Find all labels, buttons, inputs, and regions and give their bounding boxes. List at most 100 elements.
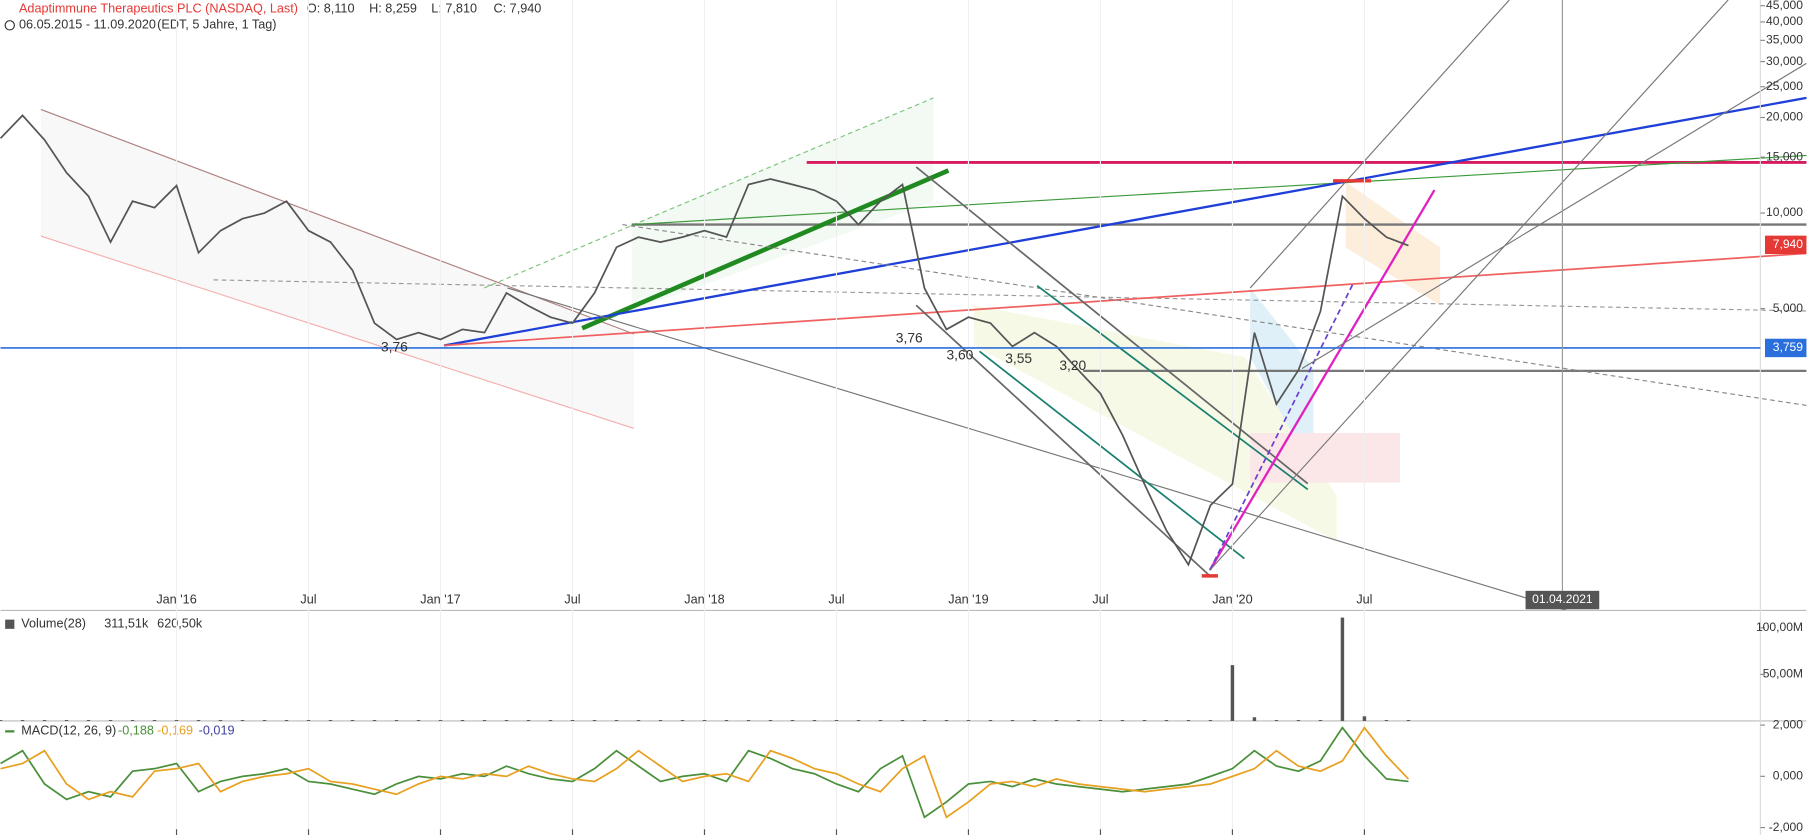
volume-bar (1340, 617, 1345, 721)
y-tick-label: 10,000 (1766, 205, 1803, 219)
trendline (1209, 281, 1355, 571)
series-line (0, 114, 1409, 567)
y-tick-label: 50,00M (1763, 667, 1803, 681)
volume-bar (1032, 720, 1037, 721)
volume-bar (1010, 720, 1015, 721)
volume-bar (834, 720, 839, 721)
volume-bar (658, 720, 663, 721)
volume-bar (394, 720, 399, 721)
trendline (1249, 0, 1510, 289)
volume-bar (636, 720, 641, 721)
y-tick-label: 45,000 (1766, 0, 1803, 12)
x-tick-label: Jan '17 (420, 592, 460, 606)
volume-bar (1186, 720, 1191, 721)
price-tag-label: 7,940 (1773, 237, 1804, 251)
date-range: 06.05.2015 - 11.09.2020 (19, 18, 156, 32)
volume-bar (240, 720, 245, 721)
trendline (1209, 0, 1729, 571)
x-tick-label: Jul (828, 592, 844, 606)
volume-bar (1098, 720, 1103, 721)
volume-bar (438, 720, 443, 721)
y-tick-label: 25,000 (1766, 79, 1803, 93)
volume-bar (504, 720, 509, 721)
zone (1250, 433, 1400, 483)
volume-bar (1076, 720, 1081, 721)
channel-fill (1345, 181, 1441, 306)
volume-bar (20, 720, 25, 721)
volume-bar (1208, 720, 1213, 721)
volume-bar (262, 720, 267, 721)
volume-bar (306, 720, 311, 721)
volume-bar (1252, 717, 1257, 721)
volume-icon (5, 619, 15, 629)
volume-bar (724, 720, 729, 721)
trendline (915, 166, 1309, 485)
series-line (0, 726, 1409, 819)
x-tick-label: Jan '20 (1212, 592, 1252, 606)
volume-bar (812, 720, 817, 721)
volume-value: 311,51k (104, 617, 149, 631)
volume-bar (42, 720, 47, 721)
volume-bar (988, 720, 993, 721)
volume-bar (900, 720, 905, 721)
date-marker-label: 01.04.2021 (1532, 592, 1593, 606)
level-label: 3,60 (946, 347, 973, 363)
chart-title: Adaptimmune Therapeutics PLC (NASDAQ, La… (19, 2, 298, 16)
quote-high: H: 8,259 (369, 2, 417, 16)
trendline (1301, 62, 1807, 370)
trendline (1036, 284, 1309, 491)
volume-bar (702, 720, 707, 721)
volume-bar (1362, 716, 1367, 721)
trendline (622, 224, 1807, 406)
volume-bar (878, 720, 883, 721)
trendline (507, 287, 1568, 611)
volume-bar (526, 720, 531, 721)
volume-bar (284, 720, 289, 721)
y-tick-label: 20,000 (1766, 110, 1803, 124)
volume-bar (174, 720, 179, 721)
volume-bar (966, 720, 971, 721)
volume-bar (372, 720, 377, 721)
y-tick-label: 2,000 (1773, 717, 1804, 731)
x-tick-label: Jan '16 (156, 592, 196, 606)
volume-bar (746, 720, 751, 721)
y-tick-label: 100,00M (1756, 620, 1803, 634)
drawings (40, 0, 1807, 611)
volume-bar (548, 720, 553, 721)
channel-fill (40, 109, 634, 429)
volume-bar (1384, 720, 1389, 721)
volume-bar (0, 720, 3, 721)
volume-bar (1120, 720, 1125, 721)
x-tick-label: Jan '18 (684, 592, 724, 606)
volume-bar (130, 720, 135, 721)
date-marker-box (1525, 590, 1600, 610)
level-label: 3,20 (1059, 357, 1086, 373)
y-tick-label: 5,000 (1773, 301, 1804, 315)
quote-low: L: 7,810 (431, 2, 477, 16)
volume-bar (1406, 720, 1411, 721)
trendline (915, 304, 1211, 577)
level-label: 3,55 (1005, 350, 1032, 366)
y-tick-label: 40,000 (1766, 14, 1803, 28)
volume-bar (1054, 720, 1059, 721)
volume-bar (328, 720, 333, 721)
y-tick-label: 15,000 (1766, 149, 1803, 163)
y-tick-label: 35,000 (1766, 33, 1803, 47)
volume-bar (460, 720, 465, 721)
quote-open: O: 8,110 (307, 2, 355, 16)
volume-bar (768, 720, 773, 721)
quote-close: C: 7,940 (493, 2, 541, 16)
volume-bar (218, 720, 223, 721)
volume-bar (1296, 720, 1301, 721)
macd-value: -0,188 (118, 724, 154, 738)
price-tag (1764, 235, 1807, 255)
volume-bar (1230, 665, 1235, 721)
channel-fill (631, 97, 934, 311)
x-tick-label: Jul (1092, 592, 1108, 606)
volume-bar (944, 720, 949, 721)
volume-bar (680, 720, 685, 721)
volume-bar (1164, 720, 1169, 721)
trendline (443, 96, 1807, 347)
x-tick-label: Jul (1356, 592, 1372, 606)
trendline (1208, 189, 1436, 571)
